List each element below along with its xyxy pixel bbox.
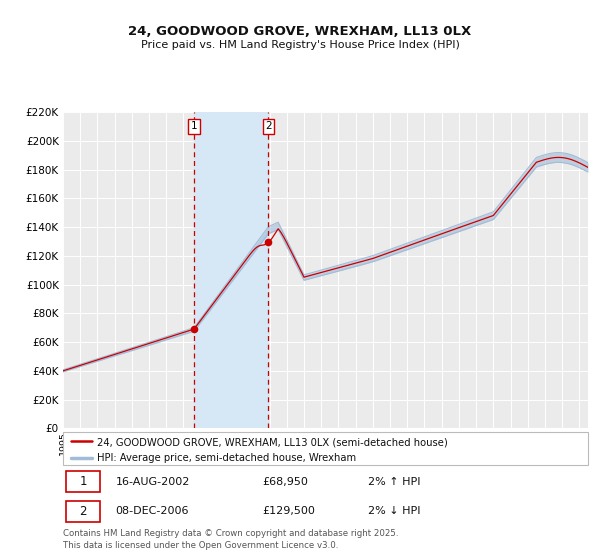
- Bar: [194, 112, 268, 428]
- Text: 2% ↑ HPI: 2% ↑ HPI: [367, 477, 420, 487]
- Text: 1: 1: [191, 121, 197, 131]
- Text: £129,500: £129,500: [263, 506, 316, 516]
- Text: £68,950: £68,950: [263, 477, 308, 487]
- Text: 1: 1: [79, 475, 87, 488]
- Text: 2: 2: [79, 505, 87, 517]
- Text: 08-DEC-2006: 08-DEC-2006: [115, 506, 189, 516]
- Text: 16-AUG-2002: 16-AUG-2002: [115, 477, 190, 487]
- Bar: [65, 471, 100, 492]
- Text: 24, GOODWOOD GROVE, WREXHAM, LL13 0LX (semi-detached house): 24, GOODWOOD GROVE, WREXHAM, LL13 0LX (s…: [97, 437, 448, 447]
- Text: HPI: Average price, semi-detached house, Wrexham: HPI: Average price, semi-detached house,…: [97, 453, 356, 463]
- Text: Contains HM Land Registry data © Crown copyright and database right 2025.
This d: Contains HM Land Registry data © Crown c…: [63, 529, 398, 550]
- Text: 2% ↓ HPI: 2% ↓ HPI: [367, 506, 420, 516]
- Text: 24, GOODWOOD GROVE, WREXHAM, LL13 0LX: 24, GOODWOOD GROVE, WREXHAM, LL13 0LX: [128, 25, 472, 38]
- Bar: [65, 501, 100, 522]
- Text: Price paid vs. HM Land Registry's House Price Index (HPI): Price paid vs. HM Land Registry's House …: [140, 40, 460, 50]
- Text: 2: 2: [265, 121, 272, 131]
